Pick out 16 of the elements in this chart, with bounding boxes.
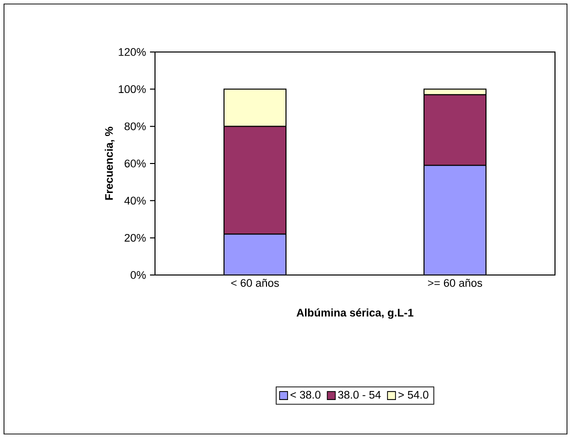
bar <box>424 164 486 275</box>
x-axis-title: Albúmina sérica, g.L-1 <box>296 308 414 319</box>
y-tick-label: 0% <box>130 271 146 279</box>
x-tick-label: >= 60 años <box>428 278 482 287</box>
x-tick-label: < 60 años <box>231 278 279 287</box>
y-tick-label: 60% <box>124 160 146 168</box>
bar <box>224 234 286 275</box>
legend-label: > 54.0 <box>398 390 428 399</box>
y-tick-label: 20% <box>124 234 146 242</box>
y-tick-label: 100% <box>118 85 146 94</box>
y-axis-title: Frecuencia, % <box>104 126 114 200</box>
y-tick-label: 40% <box>124 196 146 205</box>
y-tick-label: 120% <box>118 48 146 56</box>
y-tick-label: 80% <box>124 122 146 130</box>
legend-label: 38.0 - 54 <box>338 390 381 399</box>
legend-label: < 38.0 <box>290 390 320 399</box>
